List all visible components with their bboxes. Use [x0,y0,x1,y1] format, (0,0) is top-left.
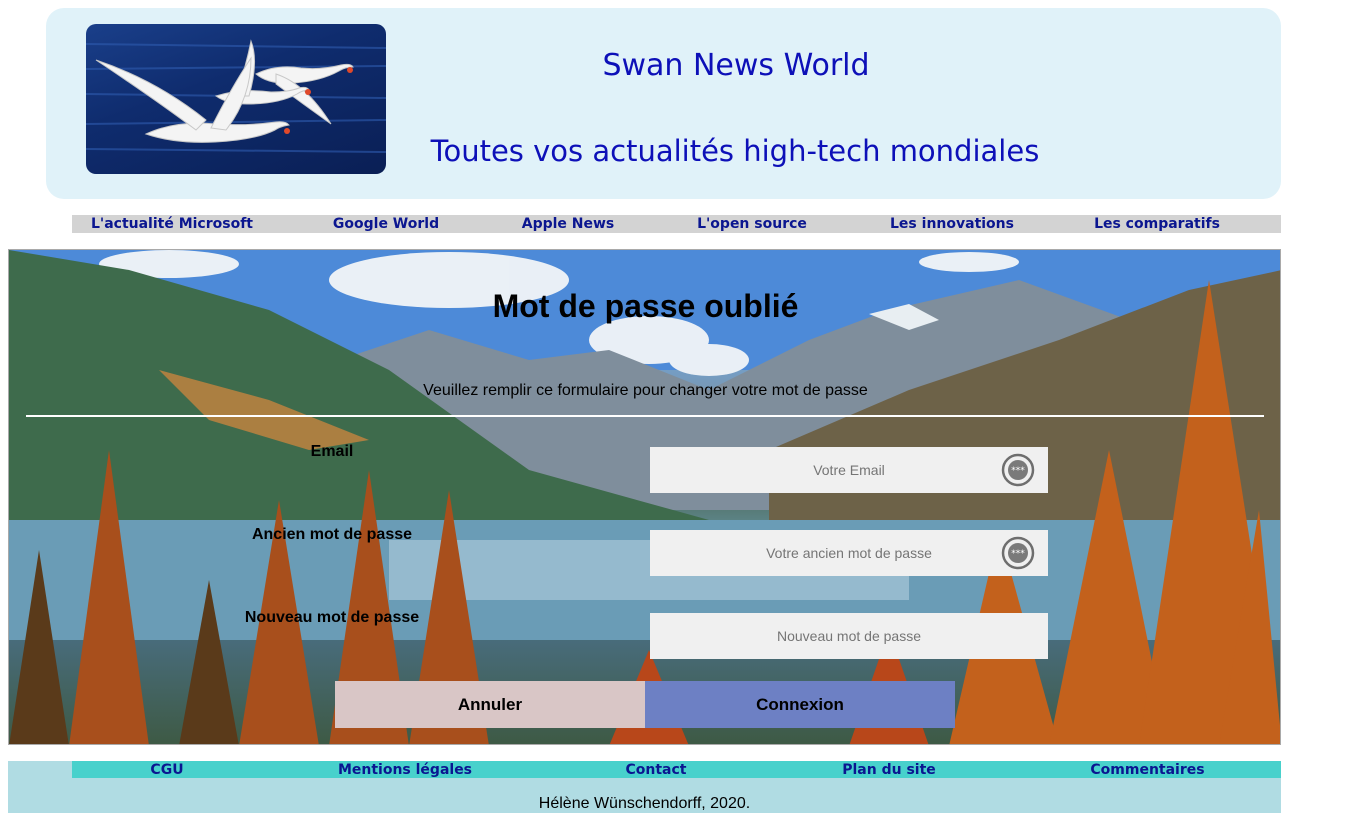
nav-item-open-source[interactable]: L'open source [697,216,807,232]
nav-item-comparatifs[interactable]: Les comparatifs [1094,216,1220,232]
login-button[interactable]: Connexion [645,681,955,728]
nav-item-apple[interactable]: Apple News [521,216,615,232]
nav-item-microsoft[interactable]: L'actualité Microsoft [90,216,253,232]
nav-item-google[interactable]: Google World [332,216,440,232]
old-password-input[interactable] [650,530,1048,576]
swan-logo-image [86,24,386,174]
divider [26,415,1264,417]
site-title: Swan News World [602,48,870,83]
footer-link-contact[interactable]: Contact [625,762,687,778]
svg-text:***: *** [1011,466,1025,476]
site-footer: CGU Mentions légales Contact Plan du sit… [8,761,1281,813]
cancel-button[interactable]: Annuler [335,681,645,728]
form-title: Mot de passe oublié [492,288,799,324]
footer-link-cgu[interactable]: CGU [150,762,184,778]
new-password-input[interactable] [650,613,1048,659]
footer-link-comments[interactable]: Commentaires [1090,762,1205,778]
footer-link-sitemap[interactable]: Plan du site [842,762,936,778]
password-manager-icon[interactable]: *** [1001,453,1035,487]
site-tagline: Toutes vos actualités high-tech mondiale… [430,134,1040,168]
main-nav: L'actualité Microsoft Google World Apple… [72,215,1281,233]
footer-nav: CGU Mentions légales Contact Plan du sit… [72,761,1281,778]
nav-item-innovations[interactable]: Les innovations [890,216,1014,232]
copyright: Hélène Wünschendorff, 2020. [538,795,751,812]
email-input[interactable] [650,447,1048,493]
footer-link-mentions[interactable]: Mentions légales [337,762,473,778]
password-reset-section: Mot de passe oublié Veuillez remplir ce … [8,249,1281,745]
site-header: Swan News World Toutes vos actualités hi… [46,8,1281,199]
new-password-label: Nouveau mot de passe [244,609,420,626]
form-subtitle: Veuillez remplir ce formulaire pour chan… [423,382,868,399]
svg-text:***: *** [1011,549,1025,559]
password-manager-icon[interactable]: *** [1001,536,1035,570]
email-label: Email [310,443,354,460]
old-password-label: Ancien mot de passe [251,526,413,543]
